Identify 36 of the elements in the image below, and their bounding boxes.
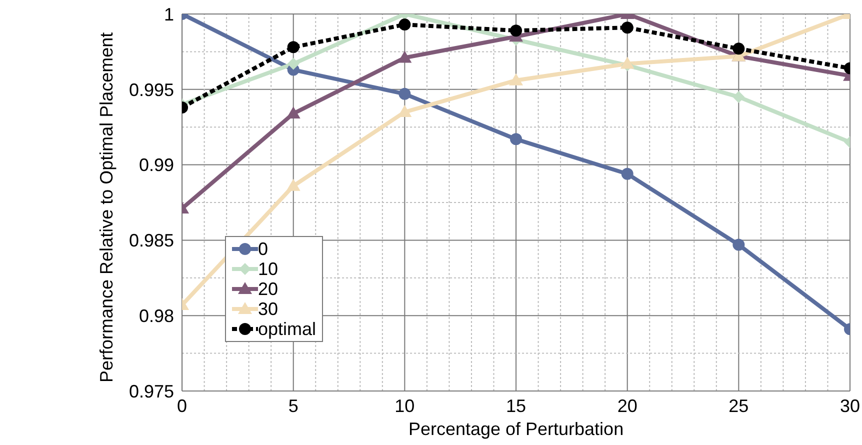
- x-tick-label: 5: [288, 396, 298, 416]
- y-tick-label: 0.98: [138, 306, 174, 326]
- y-axis-title: Performance Relative to Optimal Placement: [96, 32, 116, 382]
- point: [732, 90, 745, 103]
- x-tick-label: 20: [617, 396, 638, 416]
- point: [287, 41, 300, 54]
- x-tick-label: 10: [394, 396, 415, 416]
- point: [398, 50, 412, 63]
- point: [732, 42, 745, 55]
- x-tick-label: 25: [728, 396, 749, 416]
- legend-label: 0: [258, 239, 268, 259]
- point: [621, 22, 634, 34]
- y-tick-label: 0.985: [128, 230, 174, 251]
- point: [286, 178, 300, 191]
- point: [509, 73, 524, 86]
- legend-label: 20: [258, 279, 278, 299]
- legend-label: optimal: [258, 319, 316, 339]
- y-tick-label: 0.99: [138, 155, 174, 176]
- point: [287, 58, 300, 70]
- point: [510, 24, 522, 37]
- x-tick-label: 30: [840, 396, 860, 416]
- point: [621, 168, 634, 180]
- point: [398, 88, 411, 100]
- y-tick-label: 1: [164, 4, 174, 24]
- legend-label: 30: [258, 299, 278, 319]
- y-tick-label: 0.975: [128, 381, 174, 402]
- x-tick-label: 0: [177, 396, 188, 416]
- y-tick-label: 0.995: [128, 80, 174, 100]
- point: [620, 56, 634, 69]
- point: [732, 238, 745, 251]
- point: [398, 18, 411, 31]
- legend-label: 10: [258, 259, 278, 279]
- x-tick-label: 15: [506, 396, 526, 416]
- point: [286, 106, 300, 119]
- x-axis-title: Percentage of Perturbation: [408, 419, 624, 439]
- point: [510, 133, 522, 146]
